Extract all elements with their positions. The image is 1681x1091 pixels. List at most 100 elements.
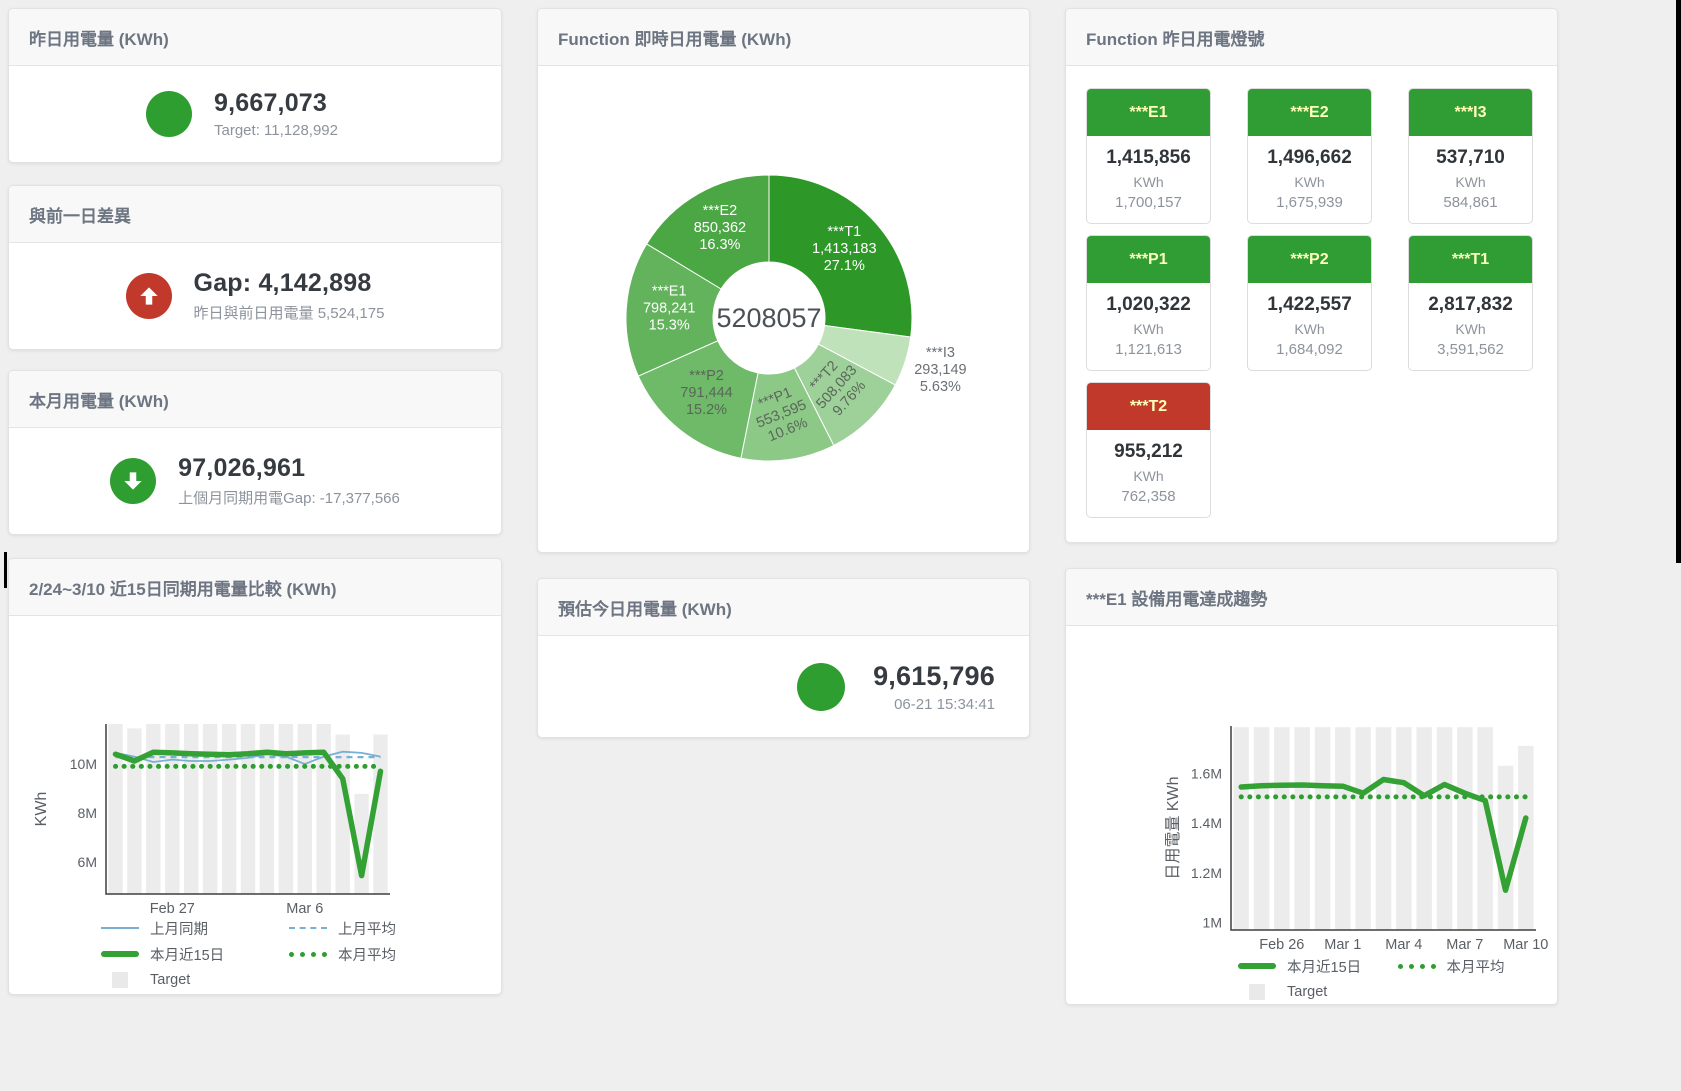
svg-text:KWh: KWh: [33, 792, 50, 827]
status-light-card: Function 昨日用電燈號 ***E1 1,415,856 KWh 1,700,1…: [1065, 8, 1558, 543]
svg-text:5.63%: 5.63%: [920, 379, 961, 395]
day-gap-value: Gap: 4,142,898: [193, 269, 372, 297]
svg-text:***E1: ***E1: [652, 284, 687, 300]
right-column: Function 昨日用電燈號 ***E1 1,415,856 KWh 1,700,1…: [1065, 8, 1558, 1005]
card-title: 預估今日用電量 (KWh): [538, 579, 1029, 636]
svg-text:15.3%: 15.3%: [649, 318, 690, 334]
legend-label: 上月平均: [338, 921, 396, 938]
svg-text:1.2M: 1.2M: [1191, 865, 1222, 881]
svg-text:850,362: 850,362: [694, 220, 746, 236]
gray-square-legend-marker-icon: [112, 972, 128, 988]
tile-unit: KWh: [1294, 321, 1325, 337]
yesterday-usage-target: Target: 11,128,992: [214, 122, 338, 139]
gray-square-legend-marker-icon: [1249, 984, 1265, 1000]
blue-solid-legend-marker-icon: [101, 927, 139, 929]
status-tile: ***P2 1,422,557 KWh 1,684,092: [1247, 235, 1372, 371]
green-status-circle-icon: [797, 662, 846, 711]
tile-label: ***I3: [1409, 89, 1532, 136]
middle-column: Function 即時日用電量 (KWh) ***T1 1,413,183 27.1…: [537, 8, 1030, 738]
tile-unit: KWh: [1133, 321, 1164, 337]
legend-item: 本月近15日: [101, 944, 289, 964]
tile-value: 537,710: [1436, 147, 1505, 168]
compare-15day-chart: 6M 8M 10M KWh Feb 27 Mar 6 上月同期 上月平均 本月近15日 本月平均…: [9, 616, 501, 990]
green-thick-legend-marker-icon: [1238, 963, 1276, 969]
svg-text:Feb 27: Feb 27: [150, 901, 195, 917]
tile-target-value: 3,591,562: [1437, 341, 1504, 358]
svg-text:***E2: ***E2: [703, 203, 738, 219]
legend-label: Target: [1287, 984, 1328, 1000]
legend-label: 上月同期: [150, 921, 208, 938]
month-usage-value: 97,026,961: [178, 454, 306, 482]
tile-value: 1,496,662: [1267, 147, 1352, 168]
tile-target-value: 1,121,613: [1115, 341, 1182, 358]
up-arrow-icon: [125, 273, 172, 319]
tile-value: 1,020,322: [1106, 294, 1191, 315]
svg-text:Mar 4: Mar 4: [1385, 937, 1422, 953]
tile-unit: KWh: [1294, 174, 1325, 190]
forecast-today-card: 預估今日用電量 (KWh) 9,615,796 06-21 15:34:41: [537, 578, 1030, 738]
svg-text:1.4M: 1.4M: [1191, 815, 1222, 831]
legend-label: Target: [150, 972, 191, 988]
status-tile: ***E1 1,415,856 KWh 1,700,157: [1086, 88, 1211, 224]
svg-text:1.6M: 1.6M: [1191, 765, 1222, 781]
tile-unit: KWh: [1133, 174, 1164, 190]
svg-text:日用電量 KWh: 日用電量 KWh: [1165, 776, 1182, 879]
compare-15day-chart-card: 2/24~3/10 近15日同期用電量比較 (KWh) 6M 8M 10M KWh Fe…: [8, 558, 502, 995]
status-tile: ***I3 537,710 KWh 584,861: [1408, 88, 1533, 224]
legend-label: 本月平均: [1446, 959, 1505, 976]
svg-text:16.3%: 16.3%: [699, 237, 740, 253]
legend-item: Target: [101, 970, 289, 990]
green-thick-legend-marker-icon: [101, 951, 139, 957]
forecast-today-body: 9,615,796 06-21 15:34:41: [538, 636, 1029, 737]
legend-item: 本月平均: [1397, 956, 1558, 976]
yesterday-usage-value: 9,667,073: [214, 89, 328, 117]
green-dotted-legend-marker-icon: [1397, 963, 1436, 969]
svg-text:***I3: ***I3: [926, 345, 955, 361]
green-status-circle-icon: [146, 91, 192, 137]
tile-label: ***E1: [1087, 89, 1210, 136]
tile-target-value: 1,675,939: [1276, 194, 1343, 211]
card-title: Function 即時日用電量 (KWh): [538, 9, 1029, 66]
svg-text:Mar 6: Mar 6: [286, 901, 323, 917]
card-title: Function 昨日用電燈號: [1066, 9, 1557, 66]
down-arrow-icon: [110, 458, 157, 504]
day-gap-sub: 昨日與前日用電量 5,524,175: [193, 305, 385, 322]
realtime-usage-donut-card: Function 即時日用電量 (KWh) ***T1 1,413,183 27.1…: [537, 8, 1030, 553]
legend-label: 本月近15日: [1287, 959, 1362, 976]
legend-item: 本月近15日: [1238, 956, 1398, 976]
tile-label: ***P1: [1087, 236, 1210, 283]
svg-text:791,444: 791,444: [680, 385, 732, 401]
svg-text:***P2: ***P2: [689, 368, 724, 384]
tile-target-value: 762,358: [1121, 488, 1176, 505]
screen-edge-artifact: [1676, 0, 1681, 563]
svg-text:Mar 10: Mar 10: [1503, 937, 1548, 953]
tile-target-value: 1,684,092: [1276, 341, 1343, 358]
svg-text:Mar 1: Mar 1: [1324, 937, 1361, 953]
tile-unit: KWh: [1455, 174, 1486, 190]
e1-trend-legend: 本月近15日 本月平均 Target: [1066, 956, 1557, 1002]
month-usage-sub: 上個月同期用電Gap: -17,377,566: [178, 490, 400, 507]
day-gap-body: Gap: 4,142,898 昨日與前日用電量 5,524,175: [9, 243, 501, 349]
e1-trend-chart-card: ***E1 設備用電達成趨勢 1M 1.2M 1.4M 1.6M 日用電量 KWh Feb…: [1065, 568, 1558, 1005]
legend-label: 本月近15日: [150, 947, 225, 964]
svg-text:8M: 8M: [78, 805, 97, 821]
tiles-grid: ***E1 1,415,856 KWh 1,700,157 ***E2 1,496,662…: [1066, 66, 1557, 540]
legend-item: 本月平均: [289, 944, 477, 964]
card-title: 與前一日差異: [9, 186, 501, 243]
legend-label: 本月平均: [338, 947, 396, 964]
tile-unit: KWh: [1455, 321, 1486, 337]
legend-item: 上月同期: [101, 918, 289, 938]
status-tile: ***T2 955,212 KWh 762,358: [1086, 382, 1211, 518]
tile-value: 1,415,856: [1106, 147, 1191, 168]
compare-15day-legend: 上月同期 上月平均本月近15日 本月平均 Target: [9, 918, 501, 990]
tile-label: ***P2: [1248, 236, 1371, 283]
card-title: ***E1 設備用電達成趨勢: [1066, 569, 1557, 626]
svg-text:6M: 6M: [78, 854, 97, 870]
tile-value: 1,422,557: [1267, 294, 1352, 315]
yesterday-usage-card: 昨日用電量 (KWh) 9,667,073 Target: 11,128,992: [8, 8, 502, 163]
card-title: 本月用電量 (KWh): [9, 371, 501, 428]
month-usage-card: 本月用電量 (KWh) 97,026,961 上個月同期用電Gap: -17,3…: [8, 370, 502, 535]
forecast-today-value: 9,615,796: [873, 660, 995, 691]
card-title: 昨日用電量 (KWh): [9, 9, 501, 66]
svg-text:***T1: ***T1: [827, 224, 861, 240]
